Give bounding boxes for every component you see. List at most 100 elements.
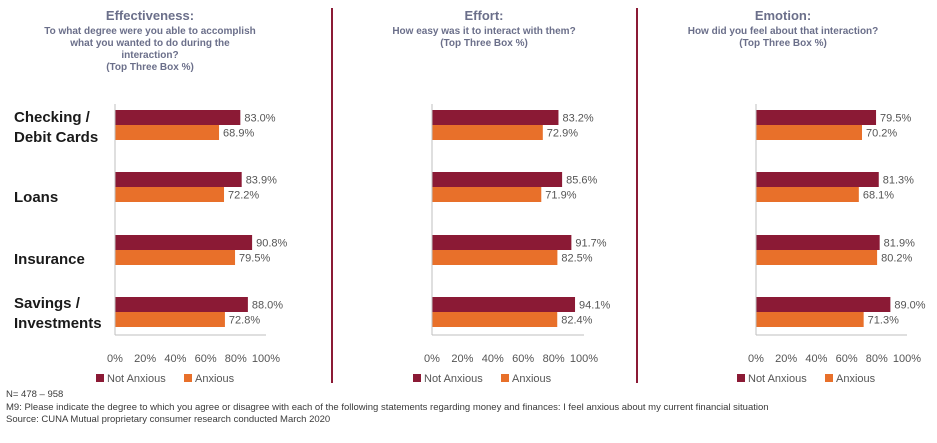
x-tick-label: 40% — [164, 353, 186, 365]
bar-data-label: 82.5% — [561, 253, 592, 265]
bar-not-anxious — [432, 110, 559, 125]
bar-data-label: 83.2% — [562, 113, 593, 125]
bar-not-anxious — [756, 110, 877, 125]
bar-data-label: 79.5% — [239, 253, 270, 265]
category-label: Loans — [14, 189, 58, 206]
bar-data-label: 94.1% — [579, 300, 610, 312]
x-tick-label: 100% — [893, 353, 921, 365]
bar-data-label: 80.2% — [881, 253, 912, 265]
x-tick-label: 0% — [107, 353, 123, 365]
bar-not-anxious — [432, 235, 572, 250]
x-tick-label: 80% — [866, 353, 888, 365]
category-label: Investments — [14, 315, 102, 332]
x-tick-label: 40% — [805, 353, 827, 365]
bar-data-label: 83.9% — [246, 175, 277, 187]
bar-not-anxious — [756, 297, 891, 312]
legend-swatch-anxious — [184, 374, 192, 382]
bar-data-label: 89.0% — [894, 300, 925, 312]
bar-anxious — [432, 250, 558, 265]
source-note: Source: CUNA Mutual proprietary consumer… — [6, 414, 331, 425]
bar-not-anxious — [115, 235, 253, 250]
bar-not-anxious — [756, 172, 879, 187]
legend-label: Not Anxious — [107, 373, 166, 385]
panel-subtitle-line: To what degree were you able to accompli… — [44, 26, 256, 37]
bar-data-label: 71.3% — [868, 315, 899, 327]
bar-data-label: 81.9% — [884, 238, 915, 250]
bar-data-label: 85.6% — [566, 175, 597, 187]
bar-data-label: 91.7% — [575, 238, 606, 250]
bar-anxious — [756, 312, 864, 327]
bar-data-label: 83.0% — [244, 113, 275, 125]
bar-anxious — [115, 125, 220, 140]
bar-data-label: 90.8% — [256, 238, 287, 250]
panel-subtitle-line: How easy was it to interact with them? — [392, 26, 575, 37]
x-tick-label: 20% — [775, 353, 797, 365]
bar-anxious — [756, 250, 878, 265]
x-tick-label: 60% — [195, 353, 217, 365]
x-tick-label: 0% — [424, 353, 440, 365]
legend-swatch-anxious — [825, 374, 833, 382]
x-tick-label: 60% — [512, 353, 534, 365]
panel-title: Effort: — [465, 8, 504, 23]
x-tick-label: 0% — [748, 353, 764, 365]
x-tick-label: 20% — [134, 353, 156, 365]
bar-not-anxious — [432, 297, 576, 312]
bar-anxious — [432, 312, 558, 327]
bar-data-label: 88.0% — [252, 300, 283, 312]
panel-subtitle-line: (Top Three Box %) — [106, 62, 194, 73]
legend-swatch-anxious — [501, 374, 509, 382]
bar-anxious — [756, 125, 863, 140]
bar-data-label: 82.4% — [561, 315, 592, 327]
bar-data-label: 81.3% — [883, 175, 914, 187]
legend-swatch-not-anxious — [737, 374, 745, 382]
panel-title: Emotion: — [755, 8, 811, 23]
legend-swatch-not-anxious — [96, 374, 104, 382]
panel-subtitle-line: interaction? — [121, 50, 178, 61]
bar-not-anxious — [756, 235, 880, 250]
bar-data-label: 71.9% — [545, 190, 576, 202]
panel-subtitle-line: How did you feel about that interaction? — [688, 26, 879, 37]
legend-label: Not Anxious — [424, 373, 483, 385]
bar-anxious — [115, 250, 236, 265]
bar-not-anxious — [115, 297, 248, 312]
bar-anxious — [432, 125, 543, 140]
bar-data-label: 68.1% — [863, 190, 894, 202]
bar-data-label: 70.2% — [866, 128, 897, 140]
category-label: Debit Cards — [14, 129, 98, 146]
question-note: M9: Please indicate the degree to which … — [6, 401, 769, 413]
footnotes: N= 478 – 958 M9: Please indicate the deg… — [6, 389, 931, 427]
bar-not-anxious — [115, 110, 241, 125]
bar-anxious — [115, 312, 225, 327]
panel-subtitle-line: (Top Three Box %) — [440, 38, 528, 49]
x-tick-label: 60% — [836, 353, 858, 365]
legend-label: Anxious — [195, 373, 235, 385]
legend-label: Not Anxious — [748, 373, 807, 385]
panel-subtitle-line: what you wanted to do during the — [69, 38, 230, 49]
category-label: Savings / — [14, 295, 81, 312]
category-label: Checking / — [14, 109, 91, 126]
sample-size-note: N= 478 – 958 — [6, 389, 64, 400]
bar-data-label: 68.9% — [223, 128, 254, 140]
bar-not-anxious — [115, 172, 242, 187]
bar-data-label: 79.5% — [880, 113, 911, 125]
bar-data-label: 72.8% — [229, 315, 260, 327]
x-tick-label: 40% — [482, 353, 504, 365]
bar-anxious — [756, 187, 859, 202]
bar-anxious — [115, 187, 225, 202]
x-tick-label: 80% — [543, 353, 565, 365]
panel-subtitle-line: (Top Three Box %) — [739, 38, 827, 49]
category-label: Insurance — [14, 251, 85, 268]
x-tick-label: 80% — [225, 353, 247, 365]
panel-title: Effectiveness: — [106, 8, 194, 23]
x-tick-label: 100% — [570, 353, 598, 365]
bar-not-anxious — [432, 172, 563, 187]
x-tick-label: 20% — [451, 353, 473, 365]
bar-data-label: 72.9% — [547, 128, 578, 140]
bar-anxious — [432, 187, 542, 202]
legend-swatch-not-anxious — [413, 374, 421, 382]
legend-label: Anxious — [512, 373, 552, 385]
bar-data-label: 72.2% — [228, 190, 259, 202]
legend-label: Anxious — [836, 373, 876, 385]
x-tick-label: 100% — [252, 353, 280, 365]
